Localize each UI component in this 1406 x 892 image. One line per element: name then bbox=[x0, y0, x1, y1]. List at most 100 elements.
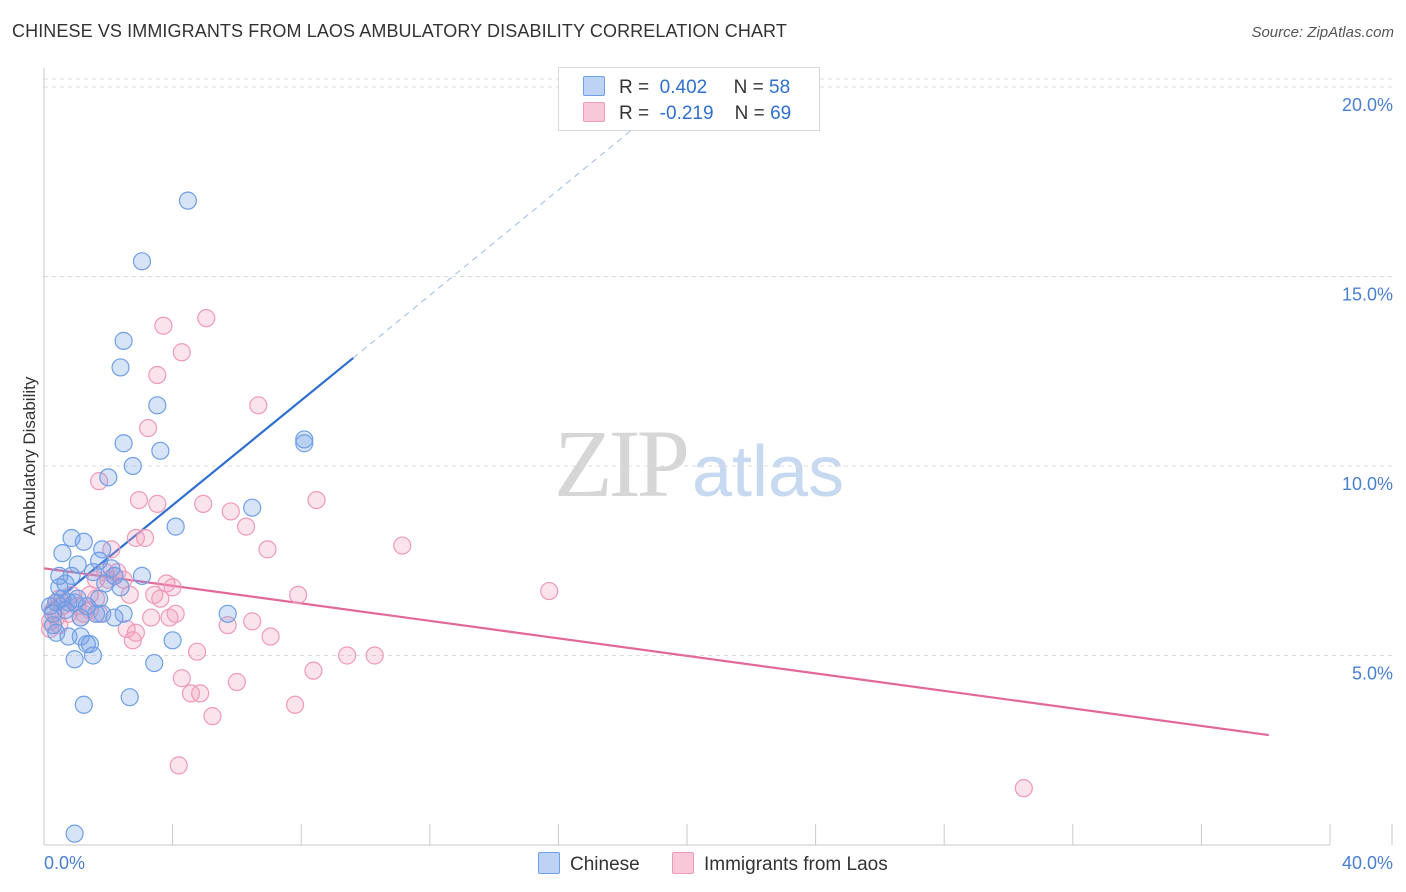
chinese-point bbox=[62, 566, 81, 585]
laos-point bbox=[126, 623, 145, 642]
laos-trend-line bbox=[43, 567, 1269, 737]
laos-point bbox=[126, 528, 145, 548]
laos-swatch bbox=[583, 102, 605, 122]
laos-point bbox=[172, 343, 191, 362]
y-tick-label: 10.0% bbox=[1342, 474, 1393, 494]
y-tick-label: 20.0% bbox=[1342, 95, 1393, 115]
laos-point bbox=[540, 581, 559, 601]
chinese-point bbox=[90, 589, 109, 608]
laos-point bbox=[120, 585, 139, 604]
chinese-point bbox=[148, 396, 167, 415]
laos-point bbox=[154, 316, 173, 335]
laos-point bbox=[169, 756, 188, 775]
bottom-legend-chinese: Chinese bbox=[538, 852, 640, 876]
chinese-point bbox=[74, 695, 93, 714]
chinese-point bbox=[114, 331, 133, 350]
laos-point bbox=[172, 669, 191, 688]
laos-point bbox=[194, 494, 213, 513]
chinese-point bbox=[295, 434, 314, 453]
tick-labels: 5.0% 10.0% 15.0% 20.0% 0.0% 40.0% bbox=[44, 95, 1393, 873]
chinese-point bbox=[65, 824, 84, 843]
trend-lines bbox=[43, 109, 1269, 737]
chinese-point bbox=[86, 604, 106, 623]
laos-point bbox=[117, 619, 136, 639]
chinese-legend-swatch bbox=[538, 852, 560, 874]
laos-point bbox=[221, 502, 240, 521]
laos-point bbox=[163, 578, 182, 597]
laos-point bbox=[249, 396, 268, 415]
laos-points bbox=[41, 309, 1033, 798]
chinese-point bbox=[123, 456, 142, 476]
chinese-point bbox=[132, 252, 152, 271]
laos-point bbox=[129, 490, 149, 510]
laos-point bbox=[166, 604, 185, 623]
laos-point bbox=[102, 540, 121, 559]
laos-point bbox=[236, 517, 256, 536]
chinese-point bbox=[243, 498, 262, 517]
laos-point bbox=[285, 695, 305, 714]
legend-row-chinese: R = 0.402 N = 58 bbox=[583, 76, 790, 100]
chinese-trend-extension bbox=[352, 109, 657, 359]
laos-point bbox=[307, 490, 326, 510]
laos-point bbox=[148, 365, 167, 385]
gridlines bbox=[44, 78, 1392, 656]
watermark-zip: ZIP bbox=[554, 410, 690, 517]
watermark-atlas: atlas bbox=[692, 432, 845, 512]
laos-point bbox=[258, 540, 277, 559]
x-tick-label-max: 40.0% bbox=[1342, 853, 1393, 873]
chinese-legend-label: Chinese bbox=[570, 854, 640, 875]
laos-point bbox=[393, 536, 412, 555]
laos-point bbox=[243, 612, 262, 631]
laos-point bbox=[227, 672, 246, 692]
chinese-swatch bbox=[583, 76, 605, 96]
chinese-point bbox=[114, 604, 133, 623]
laos-point bbox=[203, 707, 222, 726]
chinese-point bbox=[83, 646, 103, 665]
bottom-legend-laos: Immigrants from Laos bbox=[672, 852, 888, 876]
source-note: Source: ZipAtlas.com bbox=[1251, 24, 1394, 41]
chinese-point bbox=[65, 650, 84, 669]
chinese-r-label: R = bbox=[619, 77, 650, 98]
x-tick-label-min: 0.0% bbox=[44, 853, 85, 873]
chinese-point bbox=[218, 604, 237, 623]
laos-point bbox=[142, 608, 161, 627]
chinese-point bbox=[59, 593, 78, 612]
chinese-point bbox=[105, 608, 124, 627]
chinese-point bbox=[99, 468, 118, 487]
laos-point bbox=[90, 472, 109, 491]
chinese-point bbox=[105, 566, 124, 585]
laos-legend-label: Immigrants from Laos bbox=[704, 854, 888, 875]
watermark: ZIPatlas bbox=[554, 408, 844, 519]
chinese-point bbox=[111, 358, 130, 377]
chinese-point bbox=[114, 434, 133, 453]
laos-point bbox=[197, 309, 216, 328]
chinese-point bbox=[68, 589, 87, 608]
laos-legend-swatch bbox=[672, 852, 694, 874]
chinese-n-label: N = bbox=[733, 77, 764, 98]
chinese-point bbox=[178, 191, 198, 210]
laos-point bbox=[148, 494, 167, 513]
chinese-point bbox=[145, 653, 164, 673]
chinese-n-value: 58 bbox=[769, 77, 791, 98]
laos-point bbox=[181, 684, 201, 703]
chinese-point bbox=[111, 578, 130, 597]
laos-n-value: 69 bbox=[770, 103, 792, 124]
laos-point bbox=[365, 646, 384, 665]
y-tick-label: 5.0% bbox=[1352, 663, 1393, 683]
laos-r-value: -0.219 bbox=[659, 103, 714, 124]
laos-point bbox=[139, 418, 158, 438]
laos-point bbox=[135, 528, 155, 548]
chinese-point bbox=[132, 566, 152, 585]
laos-point bbox=[1014, 779, 1033, 798]
laos-n-label: N = bbox=[734, 103, 765, 124]
chinese-point bbox=[163, 631, 182, 650]
y-tick-label: 15.0% bbox=[1342, 284, 1393, 304]
laos-point bbox=[187, 642, 207, 661]
laos-point bbox=[289, 585, 308, 604]
chinese-point bbox=[68, 555, 87, 574]
axes bbox=[43, 68, 1393, 846]
laos-point bbox=[338, 646, 357, 665]
laos-point bbox=[191, 684, 210, 703]
chinese-point bbox=[80, 635, 100, 654]
legend-row-laos: R = -0.219 N = 69 bbox=[583, 102, 791, 126]
